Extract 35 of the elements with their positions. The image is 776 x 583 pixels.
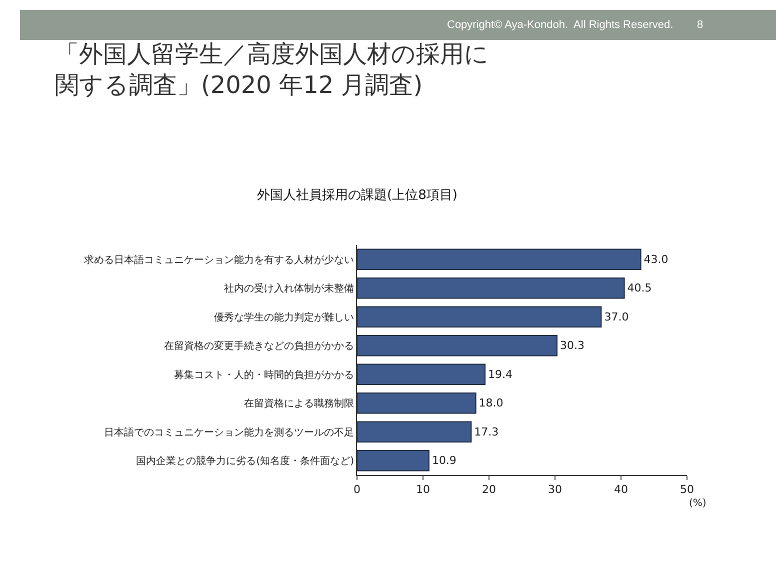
y-tick-label: 日本語でのコミュニケーション能力を測るツールの不足 — [104, 426, 354, 438]
bar — [357, 421, 472, 442]
bar — [357, 306, 602, 328]
y-tick-label: 社内の受け入れ体制が未整備 — [224, 282, 354, 295]
data-label: 18.0 — [478, 396, 504, 410]
data-label: 30.3 — [560, 339, 584, 352]
data-label: 43.0 — [644, 252, 668, 266]
data-label: 17.3 — [474, 425, 499, 438]
bar — [357, 248, 642, 270]
x-tick-label: 40 — [614, 483, 628, 496]
data-label: 10.9 — [432, 454, 456, 468]
x-tick-label: 20 — [482, 483, 496, 496]
y-tick-label: 在留資格の変更手続きなどの負担がかかる — [164, 340, 354, 352]
y-tick-label: 国内企業との競争力に劣る(知名度・条件面など) — [136, 455, 354, 468]
x-tick-label: 50 — [680, 483, 694, 496]
y-tick-label: 求める日本語コミュニケーション能力を有する人材が少ない — [84, 254, 354, 266]
y-tick-label: 在留資格による職務制限 — [244, 398, 354, 410]
bar — [357, 392, 476, 414]
data-label: 40.5 — [627, 282, 652, 295]
x-tick-label: 10 — [416, 483, 430, 496]
text: 8 — [697, 19, 704, 31]
chart-subtitle: 外国人社員採用の課題(上位8項目) — [257, 188, 458, 203]
bar — [357, 335, 558, 356]
bar — [357, 364, 486, 385]
text: Copyright© Aya-Kondoh. All Rights Reserved. — [447, 19, 674, 31]
bar — [357, 278, 625, 299]
x-axis-title: (%) — [689, 498, 706, 509]
y-tick-label: 募集コスト・人的・時間的負担がかかる — [174, 368, 354, 381]
y-tick-label: 優秀な学生の能力判定が難しい — [214, 311, 354, 324]
bar — [357, 450, 430, 472]
x-tick-label: 30 — [548, 483, 562, 496]
data-label: 37.0 — [604, 310, 629, 324]
data-label: 19.4 — [488, 368, 513, 381]
x-tick-label: 0 — [354, 483, 360, 496]
chart-title: 「外国人留学生／高度外国人材の採用に関する調査」(2020 年12 月調査) — [55, 40, 489, 100]
